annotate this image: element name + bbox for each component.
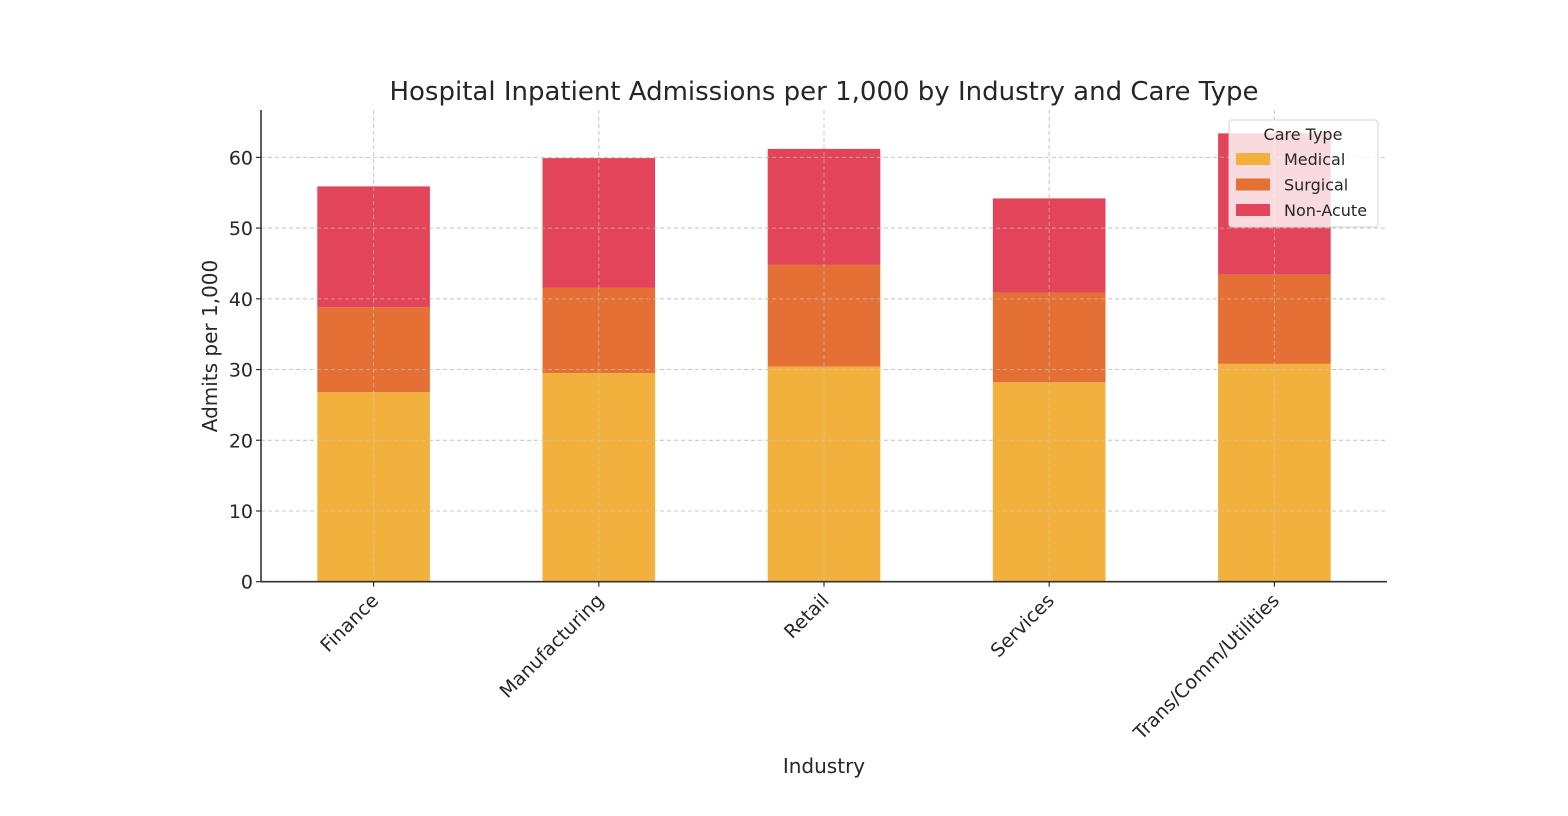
legend-label: Non-Acute bbox=[1284, 201, 1367, 220]
x-tick-label: Manufacturing bbox=[495, 590, 608, 703]
x-axis-label: Industry bbox=[783, 754, 865, 778]
y-tick-label: 50 bbox=[229, 218, 253, 240]
legend-swatch-surgical bbox=[1236, 178, 1270, 191]
chart-title: Hospital Inpatient Admissions per 1,000 … bbox=[389, 77, 1258, 107]
y-tick-label: 20 bbox=[229, 430, 253, 452]
x-tick-label: Retail bbox=[780, 590, 834, 644]
y-tick-label: 0 bbox=[241, 572, 253, 594]
x-ticks: Finance Manufacturing Retail Services Trans/… bbox=[316, 581, 1284, 745]
bar-medical-finance[interactable] bbox=[317, 392, 430, 582]
x-tick-label: Finance bbox=[316, 590, 383, 657]
y-tick-label: 60 bbox=[229, 147, 253, 169]
legend-swatch-non-acute bbox=[1236, 204, 1270, 216]
y-tick-label: 30 bbox=[229, 360, 253, 382]
legend-box bbox=[1228, 119, 1379, 228]
legend-title: Care Type bbox=[1264, 125, 1343, 144]
x-tick-label: Trans/Comm/Utilities bbox=[1129, 590, 1284, 745]
legend-swatch-medical bbox=[1236, 153, 1270, 165]
legend: Care Type Medical Surgical Non-Acute bbox=[1228, 119, 1379, 228]
y-axis-label: Admits per 1,000 bbox=[198, 260, 222, 433]
x-tick-label: Services bbox=[987, 590, 1059, 662]
y-tick-label: 40 bbox=[229, 289, 253, 311]
grid-overlay bbox=[261, 110, 1387, 582]
legend-label: Medical bbox=[1284, 150, 1345, 169]
bar-medical-trans-comm-utilities[interactable] bbox=[1218, 363, 1331, 582]
y-ticks: 0 10 20 30 40 50 60 bbox=[229, 147, 261, 594]
legend-label: Surgical bbox=[1284, 176, 1348, 195]
y-tick-label: 10 bbox=[229, 501, 253, 523]
